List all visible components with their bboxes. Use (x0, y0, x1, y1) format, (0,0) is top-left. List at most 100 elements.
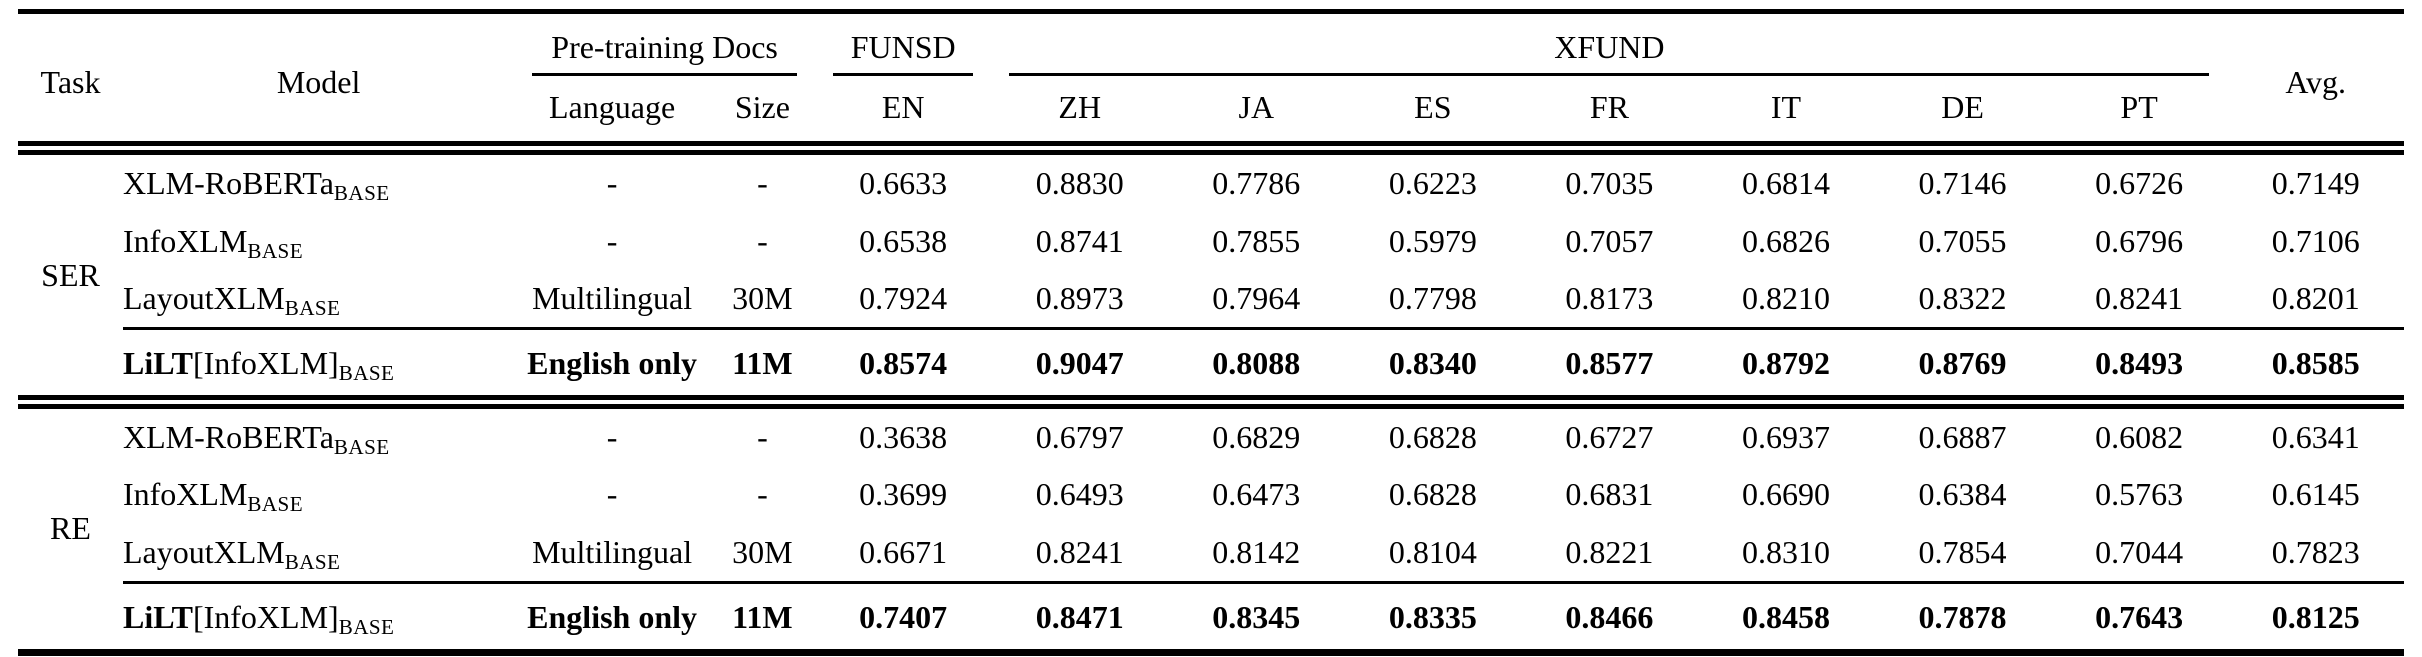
model-bracket: [InfoXLM] (192, 344, 339, 381)
section-ser: SER XLM-RoBERTaBASE - - 0.6633 0.8830 0.… (18, 148, 2404, 403)
xfund-label: XFUND (1009, 29, 2210, 77)
cell-de: 0.7055 (1918, 222, 2007, 259)
col-header-avg: Avg. (2285, 64, 2347, 101)
header-row-groups: Task Model Pre-training Docs FUNSD XFUND… (18, 12, 2404, 99)
model-subscript: BASE (333, 181, 390, 206)
cell-model: LiLT[InfoXLM]BASE (122, 580, 515, 653)
model-name: LayoutXLM (122, 279, 285, 316)
cell-model: InfoXLMBASE (123, 466, 514, 523)
table-header: Task Model Pre-training Docs FUNSD XFUND… (18, 12, 2404, 149)
cell-size: - (757, 222, 768, 259)
cell-de: 0.7878 (1874, 580, 2051, 653)
cell-zh: 0.8830 (1035, 165, 1124, 202)
cell-en: 0.3638 (859, 419, 948, 456)
cell-pt: 0.6796 (2095, 222, 2184, 259)
col-group-pretraining-docs: Pre-training Docs (514, 12, 815, 83)
model-subscript: BASE (284, 549, 341, 574)
col-header-language: Language (549, 89, 676, 126)
cell-ja: 0.7855 (1212, 222, 1301, 259)
cell-en: 0.7407 (814, 580, 992, 653)
cell-es: 0.6828 (1388, 419, 1477, 456)
cell-task: RE (50, 510, 91, 547)
cell-es: 0.5979 (1388, 222, 1477, 259)
model-name: LayoutXLM (122, 533, 285, 570)
cell-ja: 0.8088 (1168, 326, 1345, 403)
cell-de: 0.8322 (1918, 279, 2007, 316)
col-header-ja: JA (1238, 89, 1275, 126)
table-row-highlight: LiLT[InfoXLM]BASE English only 11M 0.857… (18, 326, 2404, 403)
cell-zh: 0.8741 (1035, 222, 1124, 259)
cell-de: 0.6887 (1918, 419, 2007, 456)
cell-avg: 0.6145 (2271, 476, 2360, 513)
cell-en: 0.7924 (859, 279, 948, 316)
table-row: RE XLM-RoBERTaBASE - - 0.3638 0.6797 0.6… (18, 402, 2404, 546)
cell-ja: 0.6473 (1212, 476, 1301, 513)
cell-it: 0.6690 (1741, 476, 1830, 513)
cell-zh: 0.8973 (1035, 279, 1124, 316)
cell-de: 0.6384 (1918, 476, 2007, 513)
cell-fr: 0.6831 (1565, 476, 1654, 513)
cell-pt: 0.5763 (2095, 476, 2184, 513)
cell-ja: 0.8142 (1212, 533, 1301, 570)
cell-fr: 0.8221 (1565, 533, 1654, 570)
table-row: LayoutXLMBASE Multilingual 30M 0.7924 0.… (18, 270, 2404, 329)
cell-pt: 0.8493 (2050, 326, 2228, 403)
cell-fr: 0.7035 (1565, 165, 1654, 202)
model-subscript: BASE (247, 492, 304, 517)
cell-size: 11M (709, 580, 815, 653)
cell-zh: 0.6797 (1035, 419, 1124, 456)
model-subscript: BASE (284, 295, 341, 320)
cell-avg: 0.8585 (2227, 326, 2404, 403)
cell-en: 0.6538 (859, 222, 948, 259)
cell-pt: 0.6082 (2095, 419, 2184, 456)
model-name: InfoXLM (122, 222, 248, 259)
cell-avg: 0.7823 (2271, 533, 2360, 570)
cell-pt: 0.7044 (2095, 533, 2184, 570)
cell-model: XLM-RoBERTaBASE (123, 402, 514, 466)
cell-ja: 0.7786 (1212, 165, 1301, 202)
cell-avg: 0.7149 (2271, 165, 2360, 202)
cell-pt: 0.7643 (2050, 580, 2228, 653)
cell-size: - (757, 165, 768, 202)
model-subscript: BASE (338, 360, 395, 385)
col-header-de: DE (1941, 89, 1984, 126)
cell-en: 0.3699 (859, 476, 948, 513)
cell-avg: 0.6341 (2271, 419, 2360, 456)
cell-de: 0.7146 (1918, 165, 2007, 202)
cell-language: Multilingual (532, 279, 693, 316)
header-row-columns: Language Size EN ZH JA ES FR IT DE PT (18, 82, 2404, 148)
cell-it: 0.8792 (1697, 326, 1875, 403)
cell-it: 0.6814 (1741, 165, 1830, 202)
cell-it: 0.8458 (1697, 580, 1875, 653)
cell-zh: 0.9047 (991, 326, 1168, 403)
table-row: LayoutXLMBASE Multilingual 30M 0.6671 0.… (18, 524, 2404, 583)
cell-it: 0.8310 (1741, 533, 1830, 570)
table-row: InfoXLMBASE - - 0.6538 0.8741 0.7855 0.5… (18, 213, 2404, 270)
col-group-funsd: FUNSD (815, 12, 992, 83)
col-header-en: EN (881, 89, 925, 126)
model-subscript: BASE (338, 614, 395, 639)
cell-fr: 0.7057 (1565, 222, 1654, 259)
table-row-highlight: LiLT[InfoXLM]BASE English only 11M 0.740… (18, 580, 2404, 653)
model-name: LiLT (122, 598, 193, 635)
model-subscript: BASE (333, 435, 390, 460)
cell-ja: 0.8345 (1168, 580, 1345, 653)
cell-fr: 0.8577 (1521, 326, 1698, 403)
cell-zh: 0.8241 (1035, 533, 1124, 570)
cell-de: 0.8769 (1874, 326, 2051, 403)
cell-size: 11M (709, 326, 815, 403)
table-row: SER XLM-RoBERTaBASE - - 0.6633 0.8830 0.… (18, 148, 2404, 293)
cell-avg: 0.8125 (2227, 580, 2404, 653)
cell-size: - (757, 476, 768, 513)
cell-ja: 0.6829 (1212, 419, 1301, 456)
cell-fr: 0.8466 (1521, 580, 1698, 653)
cell-es: 0.7798 (1388, 279, 1477, 316)
col-header-model: Model (276, 64, 361, 101)
cell-es: 0.8104 (1388, 533, 1477, 570)
cell-size: - (757, 419, 768, 456)
funsd-label: FUNSD (832, 29, 974, 77)
cell-language: English only (514, 326, 710, 403)
cell-language: - (606, 476, 618, 513)
cell-zh: 0.8471 (991, 580, 1168, 653)
